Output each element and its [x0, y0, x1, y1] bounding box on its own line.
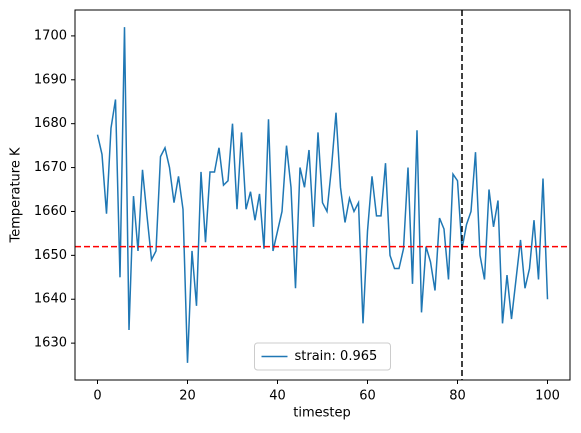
y-tick-label: 1690: [34, 72, 67, 87]
y-tick-label: 1670: [34, 160, 67, 175]
x-tick-label: 40: [269, 389, 286, 404]
y-axis-label: Temperature K: [9, 147, 24, 243]
x-axis-label: timestep: [293, 406, 351, 421]
y-tick-label: 1650: [34, 248, 67, 263]
y-tick-label: 1640: [34, 292, 67, 307]
x-tick-label: 0: [93, 389, 101, 404]
y-tick-label: 1680: [34, 116, 67, 131]
plot-frame: [74, 9, 571, 381]
x-tick-label: 100: [535, 389, 560, 404]
x-tick-label: 20: [179, 389, 196, 404]
y-tick-label: 1700: [34, 28, 67, 43]
y-tick-label: 1660: [34, 204, 67, 219]
legend-box: [254, 342, 391, 371]
legend-label: strain: 0.965: [295, 349, 378, 364]
x-tick-label: 80: [449, 389, 466, 404]
data-line: [96, 27, 549, 363]
y-tick-label: 1630: [34, 336, 67, 351]
x-tick-label: 60: [359, 389, 376, 404]
